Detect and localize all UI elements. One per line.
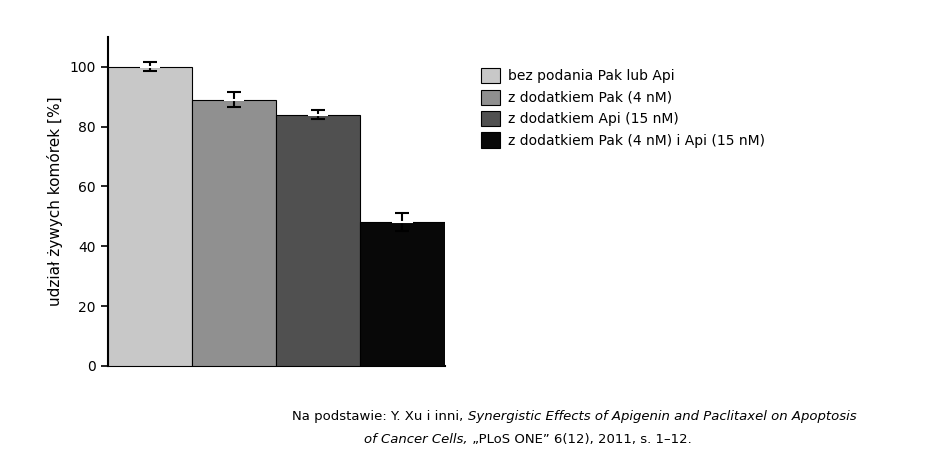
Text: of Cancer Cells,: of Cancer Cells,	[364, 433, 468, 446]
Text: Na podstawie: Y. Xu i inni,: Na podstawie: Y. Xu i inni,	[293, 410, 468, 423]
Text: „PLoS ONE” 6(12), 2011, s. 1–12.: „PLoS ONE” 6(12), 2011, s. 1–12.	[468, 433, 692, 446]
Bar	[108, 67, 192, 366]
Bar	[276, 115, 360, 366]
Y-axis label: udział żywych komórek [%]: udział żywych komórek [%]	[47, 97, 63, 306]
Text: Synergistic Effects of Apigenin and Paclitaxel on Apoptosis: Synergistic Effects of Apigenin and Pacl…	[468, 410, 856, 423]
Bar	[192, 100, 276, 366]
Bar	[360, 222, 445, 366]
Legend: bez podania Pak lub Api, z dodatkiem Pak (4 nM), z dodatkiem Api (15 nM), z doda: bez podania Pak lub Api, z dodatkiem Pak…	[475, 63, 771, 153]
